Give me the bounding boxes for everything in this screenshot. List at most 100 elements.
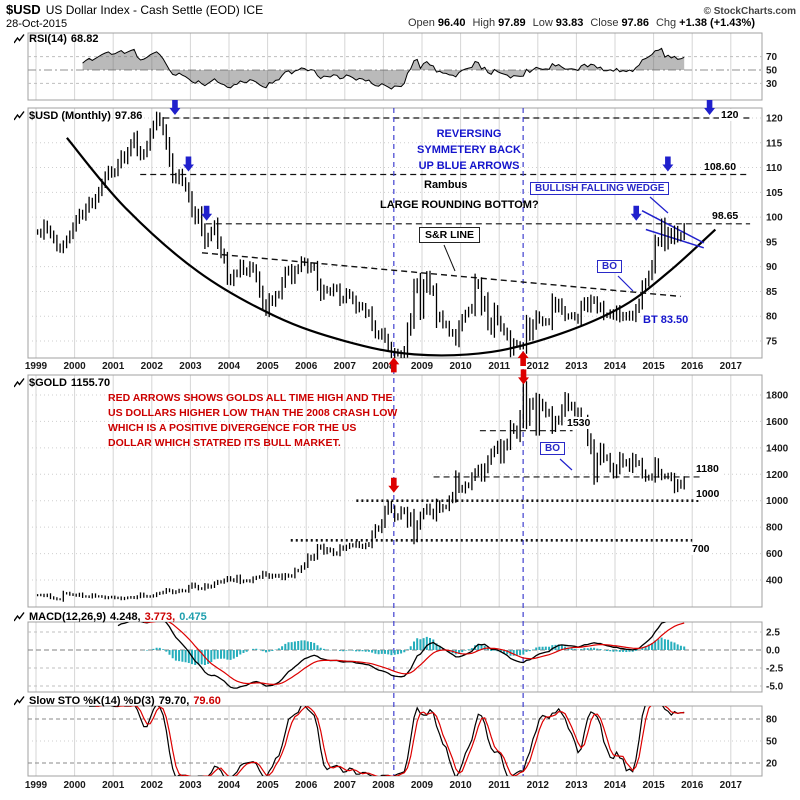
x-tick-label: 2004 — [218, 780, 241, 791]
gold-ytick-label: 1600 — [766, 417, 789, 428]
x-tick-label: 2016 — [681, 361, 704, 372]
price-level-700: 700 — [690, 543, 712, 555]
macd-ytick-label: 0.0 — [766, 646, 780, 657]
usd-value: 97.86 — [114, 110, 143, 122]
gold-grid — [35, 375, 732, 607]
price-level-1000: 1000 — [694, 488, 722, 500]
x-tick-label: 2014 — [604, 361, 627, 372]
annotation-leader — [559, 458, 573, 471]
gold-divergence-note: RED ARROWS SHOWS GOLDS ALL TIME HIGH AND… — [108, 392, 398, 449]
x-tick-label: 2011 — [488, 780, 510, 791]
price-level-1180: 1180 — [694, 463, 721, 475]
annotation-leader — [649, 196, 669, 214]
x-tick-label: 2006 — [295, 361, 318, 372]
sto-ytick-label: 80 — [766, 715, 778, 726]
gold-ytick-label: 600 — [766, 549, 783, 560]
usd-legend: $USD (Monthly) 97.86 — [14, 110, 142, 122]
macd-line — [117, 622, 667, 689]
macd-ytick-label: -5.0 — [766, 682, 784, 693]
open-value: 96.40 — [437, 17, 466, 29]
gold-ytick-label: 1000 — [766, 496, 789, 507]
rsi-legend: RSI(14) 68.82 — [14, 33, 98, 45]
sr-trendline — [201, 252, 681, 298]
x-tick-label: 2017 — [720, 780, 743, 791]
bo-label-gold: BO — [540, 442, 565, 455]
sr-line-label: S&R LINE — [419, 227, 481, 243]
usd-price-bars — [36, 111, 685, 358]
x-tick-label: 2008 — [372, 780, 395, 791]
x-tick-label: 1999 — [25, 780, 48, 791]
rsi-ytick-label: 70 — [766, 52, 778, 63]
gold-label: $GOLD — [29, 377, 67, 389]
x-tick-label: 2013 — [565, 361, 588, 372]
x-tick-label: 1999 — [25, 361, 48, 372]
price-level-9865: 98.65 — [710, 210, 741, 222]
sto-d-line — [95, 706, 685, 776]
blue-down-arrow — [704, 100, 716, 115]
annotation-leader — [443, 244, 456, 272]
usd-ytick-label: 110 — [766, 163, 783, 174]
rsi-value: 68.82 — [70, 33, 99, 45]
macd-value-line: 4.248, — [110, 611, 141, 623]
gold-price-bars — [36, 381, 685, 602]
macd-label: MACD(12,26,9) — [29, 611, 107, 623]
usd-ytick-label: 95 — [766, 237, 778, 248]
rsi-label: RSI(14) — [29, 33, 67, 45]
sto-value-d: 79.60 — [193, 695, 221, 707]
low-label: Low — [532, 17, 553, 29]
gold-ytick-label: 800 — [766, 523, 783, 534]
copyright: © StockCharts.com — [703, 6, 796, 17]
blue-down-arrow — [662, 156, 674, 172]
sto-label: Slow STO %K(14) %D(3) — [29, 695, 155, 707]
x-tick-label: 2003 — [179, 361, 202, 372]
x-tick-label: 2015 — [642, 361, 665, 372]
rsi-grid — [35, 33, 732, 100]
macd-ytick-label: -2.5 — [766, 664, 784, 675]
chg-value: +1.38 (+1.43%) — [679, 17, 755, 29]
x-tick-label: 2016 — [681, 780, 704, 791]
red-down-arrow — [518, 369, 530, 385]
rounding-bottom-note: LARGE ROUNDING BOTTOM? — [380, 199, 539, 211]
reversing-symmetry-note: REVERSING SYMMETERY BACK UP BLUE ARROWS — [417, 128, 521, 172]
close-label: Close — [590, 17, 619, 29]
usd-ytick-label: 105 — [766, 188, 783, 199]
panel-chart-icon — [14, 34, 25, 44]
rsi-ytick-label: 50 — [766, 66, 778, 77]
gold-panel-frame — [27, 374, 763, 608]
wedge-trendline — [641, 210, 705, 244]
gold-ytick-label: 400 — [766, 575, 783, 586]
x-tick-label: 2002 — [141, 361, 164, 372]
blue-down-arrow — [182, 156, 194, 172]
red-up-arrow — [388, 357, 400, 373]
x-tick-label: 2014 — [604, 780, 627, 791]
red-down-arrow — [388, 477, 400, 493]
macd-value-hist: 0.475 — [179, 611, 207, 623]
usd-ytick-label: 90 — [766, 262, 778, 273]
gold-legend: $GOLD 1155.70 — [14, 377, 110, 389]
macd-series — [117, 622, 686, 689]
open-label: Open — [407, 17, 435, 29]
x-tick-label: 2017 — [720, 361, 743, 372]
high-label: High — [472, 17, 496, 29]
rounding-bottom-curve — [66, 137, 717, 357]
panel-chart-icon — [14, 111, 25, 121]
chart-title: US Dollar Index - Cash Settle (EOD) ICE — [45, 3, 264, 17]
sto-panel-frame — [27, 705, 763, 777]
gold-ytick-label: 1400 — [766, 443, 789, 454]
macd-ytick-label: 2.5 — [766, 628, 780, 639]
usd-ytick-label: 85 — [766, 287, 778, 298]
header: $USD US Dollar Index - Cash Settle (EOD)… — [6, 2, 796, 30]
x-tick-label: 2010 — [449, 361, 472, 372]
chg-label: Chg — [655, 17, 677, 29]
usd-ytick-label: 120 — [766, 114, 783, 125]
price-level-120: 120 — [719, 109, 741, 121]
annotation-leader — [617, 275, 634, 292]
gold-value: 1155.70 — [70, 377, 111, 389]
blue-down-arrow — [169, 100, 181, 115]
close-value: 97.86 — [621, 17, 649, 29]
bullish-falling-wedge-label: BULLISH FALLING WEDGE — [530, 182, 670, 195]
sto-legend: Slow STO %K(14) %D(3) 79.70, 79.60 — [14, 695, 221, 707]
x-tick-label: 2002 — [141, 780, 164, 791]
gold-ytick-label: 1200 — [766, 470, 789, 481]
